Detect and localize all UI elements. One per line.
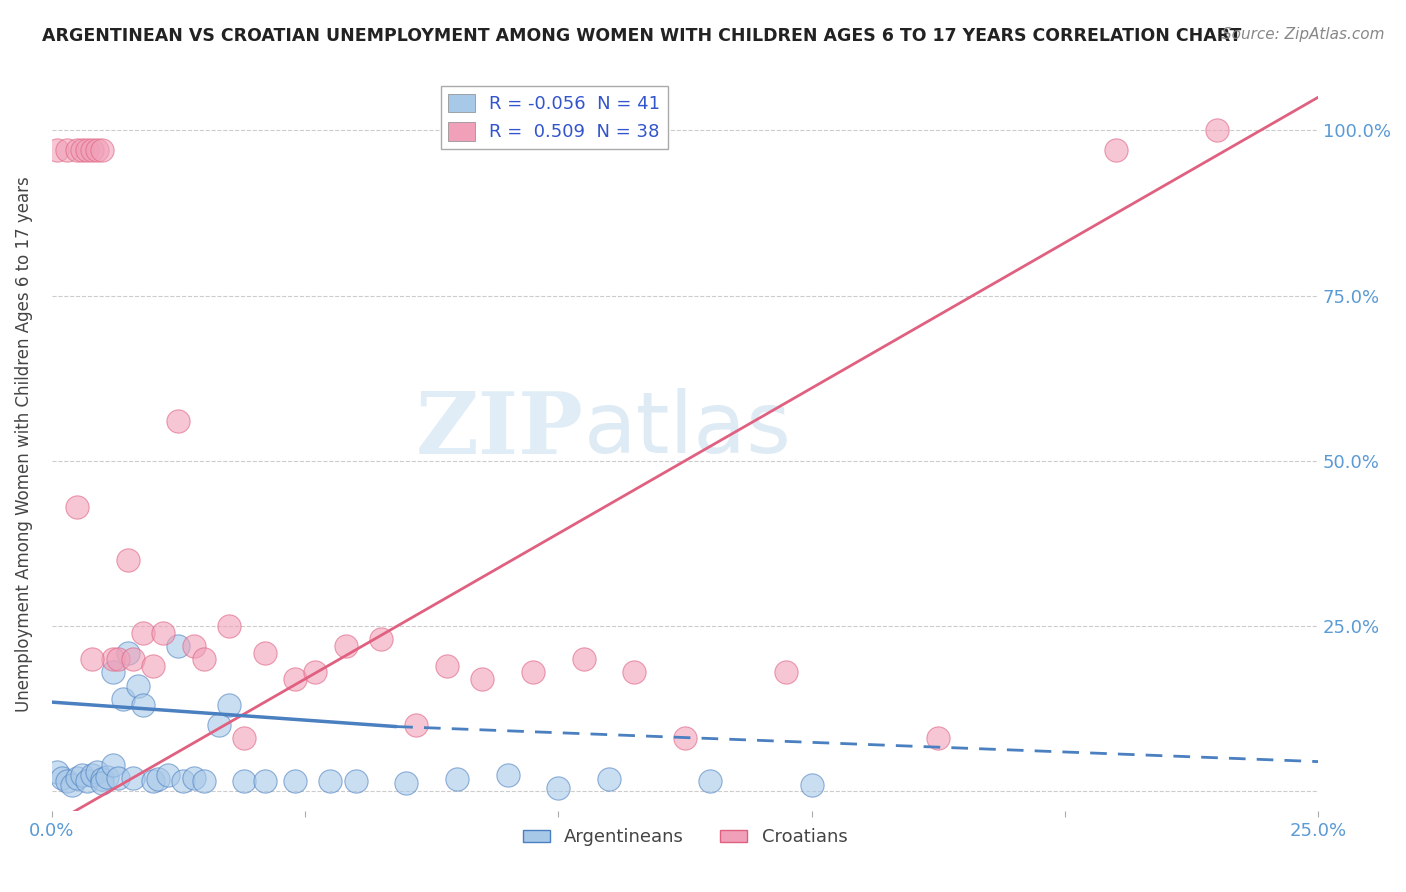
Point <box>56 143 79 157</box>
Point <box>284 774 307 789</box>
Text: ZIP: ZIP <box>416 388 583 472</box>
Text: atlas: atlas <box>583 388 792 471</box>
Legend: Argentineans, Croatians: Argentineans, Croatians <box>516 821 855 854</box>
Point <box>91 772 114 787</box>
Point <box>45 143 67 157</box>
Point <box>51 771 73 785</box>
Point <box>157 768 180 782</box>
Point <box>146 772 169 787</box>
Point <box>218 698 240 713</box>
Point <box>121 771 143 785</box>
Text: ARGENTINEAN VS CROATIAN UNEMPLOYMENT AMONG WOMEN WITH CHILDREN AGES 6 TO 17 YEAR: ARGENTINEAN VS CROATIAN UNEMPLOYMENT AMO… <box>42 27 1241 45</box>
Point <box>233 774 256 789</box>
Point <box>96 770 118 784</box>
Point <box>436 658 458 673</box>
Point <box>623 665 645 680</box>
Point <box>101 652 124 666</box>
Point <box>45 764 67 779</box>
Point <box>127 679 149 693</box>
Y-axis label: Unemployment Among Women with Children Ages 6 to 17 years: Unemployment Among Women with Children A… <box>15 177 32 712</box>
Point <box>66 771 89 785</box>
Point <box>107 771 129 785</box>
Point <box>107 652 129 666</box>
Point <box>142 774 165 789</box>
Point <box>335 639 357 653</box>
Point <box>370 632 392 647</box>
Point <box>172 774 194 789</box>
Point <box>405 718 427 732</box>
Point <box>304 665 326 680</box>
Point <box>70 768 93 782</box>
Point <box>132 698 155 713</box>
Point <box>284 672 307 686</box>
Point <box>91 776 114 790</box>
Point <box>76 774 98 789</box>
Point <box>1205 123 1227 137</box>
Point <box>167 414 190 428</box>
Point <box>522 665 544 680</box>
Point <box>233 731 256 746</box>
Point <box>86 143 108 157</box>
Point <box>132 625 155 640</box>
Point <box>56 774 79 789</box>
Point <box>117 646 139 660</box>
Point <box>91 143 114 157</box>
Point <box>167 639 190 653</box>
Point <box>800 778 823 792</box>
Point <box>775 665 797 680</box>
Point <box>111 691 134 706</box>
Point <box>319 774 342 789</box>
Point <box>673 731 696 746</box>
Point <box>70 143 93 157</box>
Point <box>927 731 949 746</box>
Point <box>253 774 276 789</box>
Point <box>471 672 494 686</box>
Point <box>395 776 418 790</box>
Point <box>547 780 569 795</box>
Point <box>117 553 139 567</box>
Point <box>60 778 83 792</box>
Point <box>208 718 231 732</box>
Point <box>152 625 174 640</box>
Point <box>82 143 104 157</box>
Point <box>193 774 215 789</box>
Point <box>86 764 108 779</box>
Point <box>121 652 143 666</box>
Point <box>344 774 367 789</box>
Point <box>572 652 595 666</box>
Point <box>183 639 205 653</box>
Point <box>446 772 468 787</box>
Text: Source: ZipAtlas.com: Source: ZipAtlas.com <box>1222 27 1385 42</box>
Point <box>82 652 104 666</box>
Point <box>142 658 165 673</box>
Point <box>193 652 215 666</box>
Point <box>183 771 205 785</box>
Point <box>66 500 89 515</box>
Point <box>101 665 124 680</box>
Point <box>66 143 89 157</box>
Point <box>101 758 124 772</box>
Point <box>699 774 721 789</box>
Point <box>598 772 620 787</box>
Point <box>253 646 276 660</box>
Point <box>76 143 98 157</box>
Point <box>1104 143 1126 157</box>
Point <box>82 768 104 782</box>
Point <box>218 619 240 633</box>
Point <box>496 768 519 782</box>
